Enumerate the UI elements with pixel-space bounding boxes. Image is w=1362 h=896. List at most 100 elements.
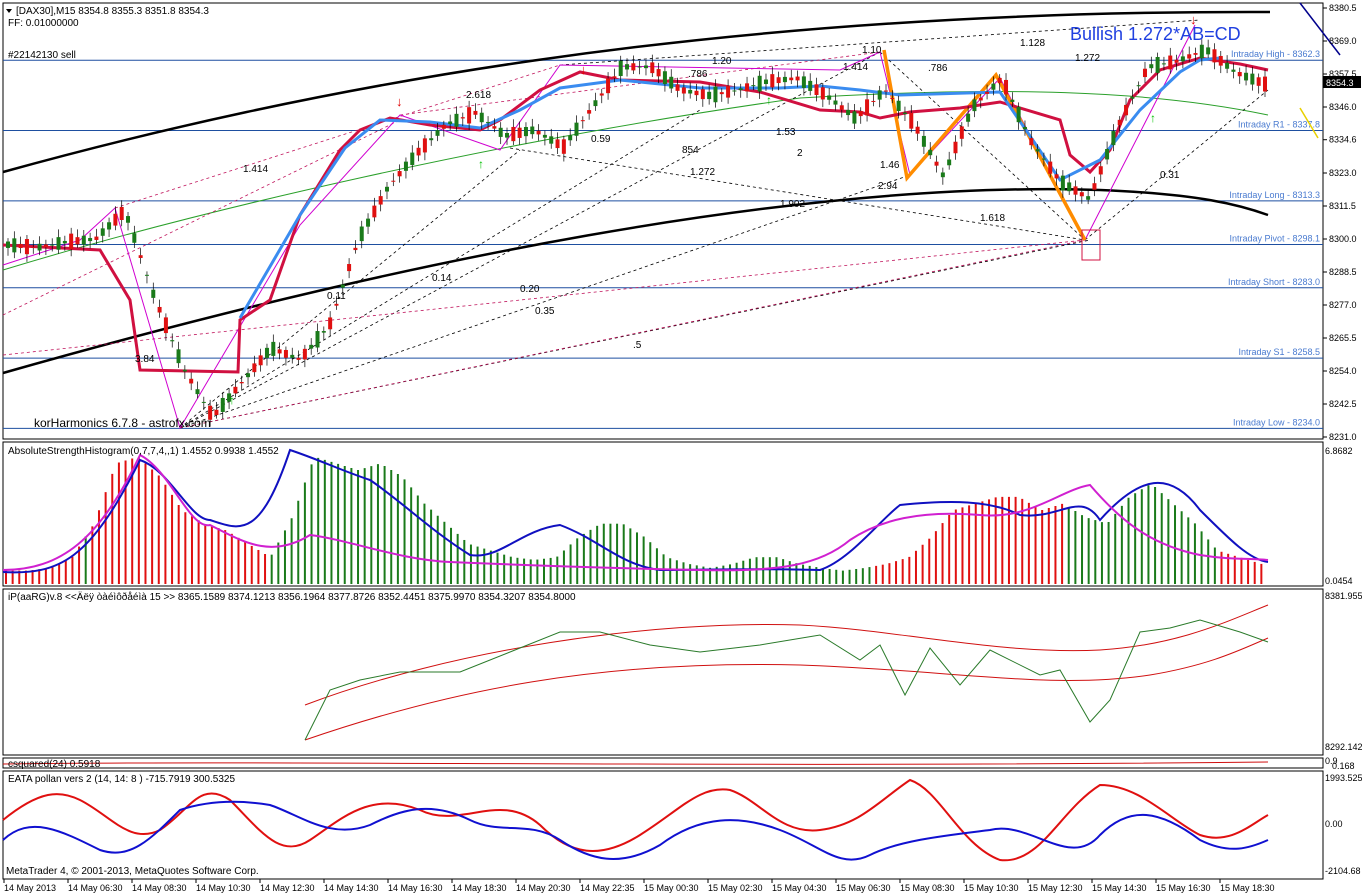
candle-body: [719, 92, 724, 95]
time-tick-label: 15 May 18:30: [1220, 883, 1275, 893]
time-tick-label: 15 May 16:30: [1156, 883, 1211, 893]
time-tick-label: 15 May 08:30: [900, 883, 955, 893]
price-tick-label: 8357.5: [1329, 69, 1357, 79]
candle-body: [574, 122, 579, 136]
ash-top-value: 6.8682: [1325, 446, 1353, 456]
candle-body: [555, 139, 560, 149]
price-tick-label: 8380.5: [1329, 3, 1357, 13]
candles: [6, 39, 1267, 427]
level-label: Intraday R1 - 8337.8: [1238, 120, 1320, 130]
time-tick-label: 15 May 12:30: [1028, 883, 1083, 893]
candle-body: [1155, 56, 1160, 73]
time-tick-label: 14 May 12:30: [260, 883, 315, 893]
candle-body: [189, 378, 194, 384]
candle-body: [580, 120, 585, 122]
candle-body: [631, 63, 636, 71]
candle-body: [921, 135, 926, 147]
level-label: Intraday S1 - 8258.5: [1238, 347, 1320, 357]
candle-body: [953, 141, 958, 154]
candle-body: [801, 76, 806, 88]
time-tick-label: 14 May 06:30: [68, 883, 123, 893]
time-tick-label: 14 May 18:30: [452, 883, 507, 893]
candle-body: [252, 363, 257, 373]
candle-body: [1016, 106, 1021, 123]
candle-body: [858, 111, 863, 117]
candle-body: [820, 87, 825, 100]
candle-body: [246, 373, 251, 378]
candle-body: [208, 405, 213, 420]
order-label[interactable]: #22142130 sell: [8, 50, 76, 61]
candle-body: [6, 241, 10, 248]
price-tick-label: 8323.0: [1329, 168, 1357, 178]
svg-text:↑: ↑: [1150, 111, 1156, 125]
candle-body: [763, 79, 768, 85]
candle-body: [1237, 72, 1242, 77]
candle-body: [100, 228, 105, 236]
candle-body: [12, 238, 17, 253]
candle-body: [473, 110, 478, 115]
candle-body: [220, 397, 225, 412]
candle-body: [195, 389, 200, 395]
svg-text:↑: ↑: [478, 157, 484, 171]
sq-title: csquared(24) 0.5918: [8, 759, 101, 770]
candle-body: [947, 159, 952, 166]
candle-body: [397, 171, 402, 177]
candle-body: [1022, 127, 1027, 130]
price-tick-label: 8311.5: [1329, 201, 1356, 211]
candle-body: [403, 161, 408, 171]
candle-body: [959, 126, 964, 139]
watermark: korHarmonics 6.7.8 - astrofx.com: [34, 416, 211, 430]
candle-body: [1029, 138, 1034, 146]
candle-body: [429, 138, 434, 141]
candle-body: [884, 90, 889, 92]
candle-body: [214, 409, 219, 416]
ash-magenta-line: [2, 453, 1269, 572]
candle-body: [328, 317, 333, 330]
candle-body: [334, 303, 339, 306]
candle-body: [795, 76, 800, 81]
time-tick-label: 14 May 16:30: [388, 883, 443, 893]
candle-body: [517, 127, 522, 138]
candle-body: [656, 69, 661, 77]
candle-body: [814, 84, 819, 95]
candle-body: [542, 134, 547, 138]
price-tick-label: 8334.6: [1329, 135, 1357, 145]
eata-mid-value: 0.00: [1325, 819, 1343, 829]
candle-body: [1206, 47, 1211, 55]
candle-body: [612, 76, 617, 78]
candle-body: [789, 77, 794, 81]
candle-body: [865, 99, 870, 116]
candle-body: [688, 89, 693, 94]
ash-title: AbsoluteStrengthHistogram(0,7,7,4,,1) 1.…: [8, 446, 279, 457]
candle-body: [378, 196, 383, 205]
level-label: Intraday High - 8362.3: [1231, 49, 1320, 59]
candle-body: [321, 331, 326, 333]
eata-bottom-value: -2104.68: [1325, 866, 1361, 876]
time-tick-label: 15 May 10:30: [964, 883, 1019, 893]
candle-body: [239, 382, 244, 384]
candle-body: [808, 80, 813, 91]
candle-body: [669, 76, 674, 89]
candle-body: [151, 289, 156, 298]
candle-body: [902, 112, 907, 115]
eata-panel-frame: [2, 770, 1324, 880]
candle-body: [1092, 183, 1097, 190]
fib-label: 1.20: [712, 56, 732, 67]
candle-body: [1168, 55, 1173, 70]
price-tick-label: 8242.5: [1329, 399, 1357, 409]
candle-body: [1231, 69, 1236, 72]
candle-body: [309, 344, 314, 349]
candle-body: [561, 139, 566, 154]
fib-label: .786: [688, 69, 708, 80]
candle-body: [366, 218, 371, 227]
candle-body: [593, 100, 598, 107]
candle-body: [81, 235, 86, 245]
collapse-icon[interactable]: [6, 9, 12, 13]
time-tick-label: 14 May 22:35: [580, 883, 635, 893]
fib-label: 0.35: [535, 306, 555, 317]
fib-label: 1.46: [880, 160, 900, 171]
time-tick-label: 15 May 00:30: [644, 883, 699, 893]
time-tick-label: 15 May 04:30: [772, 883, 827, 893]
candle-body: [549, 136, 554, 144]
